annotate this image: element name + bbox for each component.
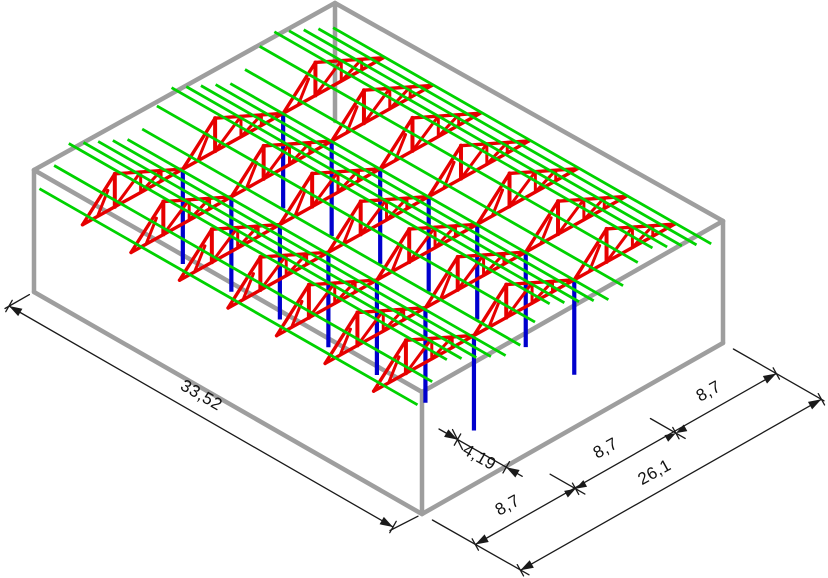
dimension-label-bay-3: 8,7 xyxy=(693,377,724,406)
dimension-label-length-total: 33,52 xyxy=(177,376,226,415)
dimension-label-bay-1: 8,7 xyxy=(492,491,523,520)
dimension-label-bay-2: 8,7 xyxy=(590,434,621,463)
purlins-layer xyxy=(38,26,712,407)
columns-layer xyxy=(180,115,577,431)
dimension-label-width-total: 26,1 xyxy=(635,455,675,489)
dimension-lines-layer xyxy=(4,293,826,577)
dimension-label-truss-offset: 4,19 xyxy=(460,440,500,474)
